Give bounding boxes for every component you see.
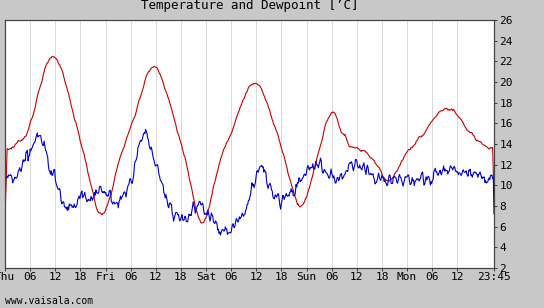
Text: www.vaisala.com: www.vaisala.com xyxy=(5,296,93,306)
Text: Temperature and Dewpoint [’C]: Temperature and Dewpoint [’C] xyxy=(141,0,358,12)
